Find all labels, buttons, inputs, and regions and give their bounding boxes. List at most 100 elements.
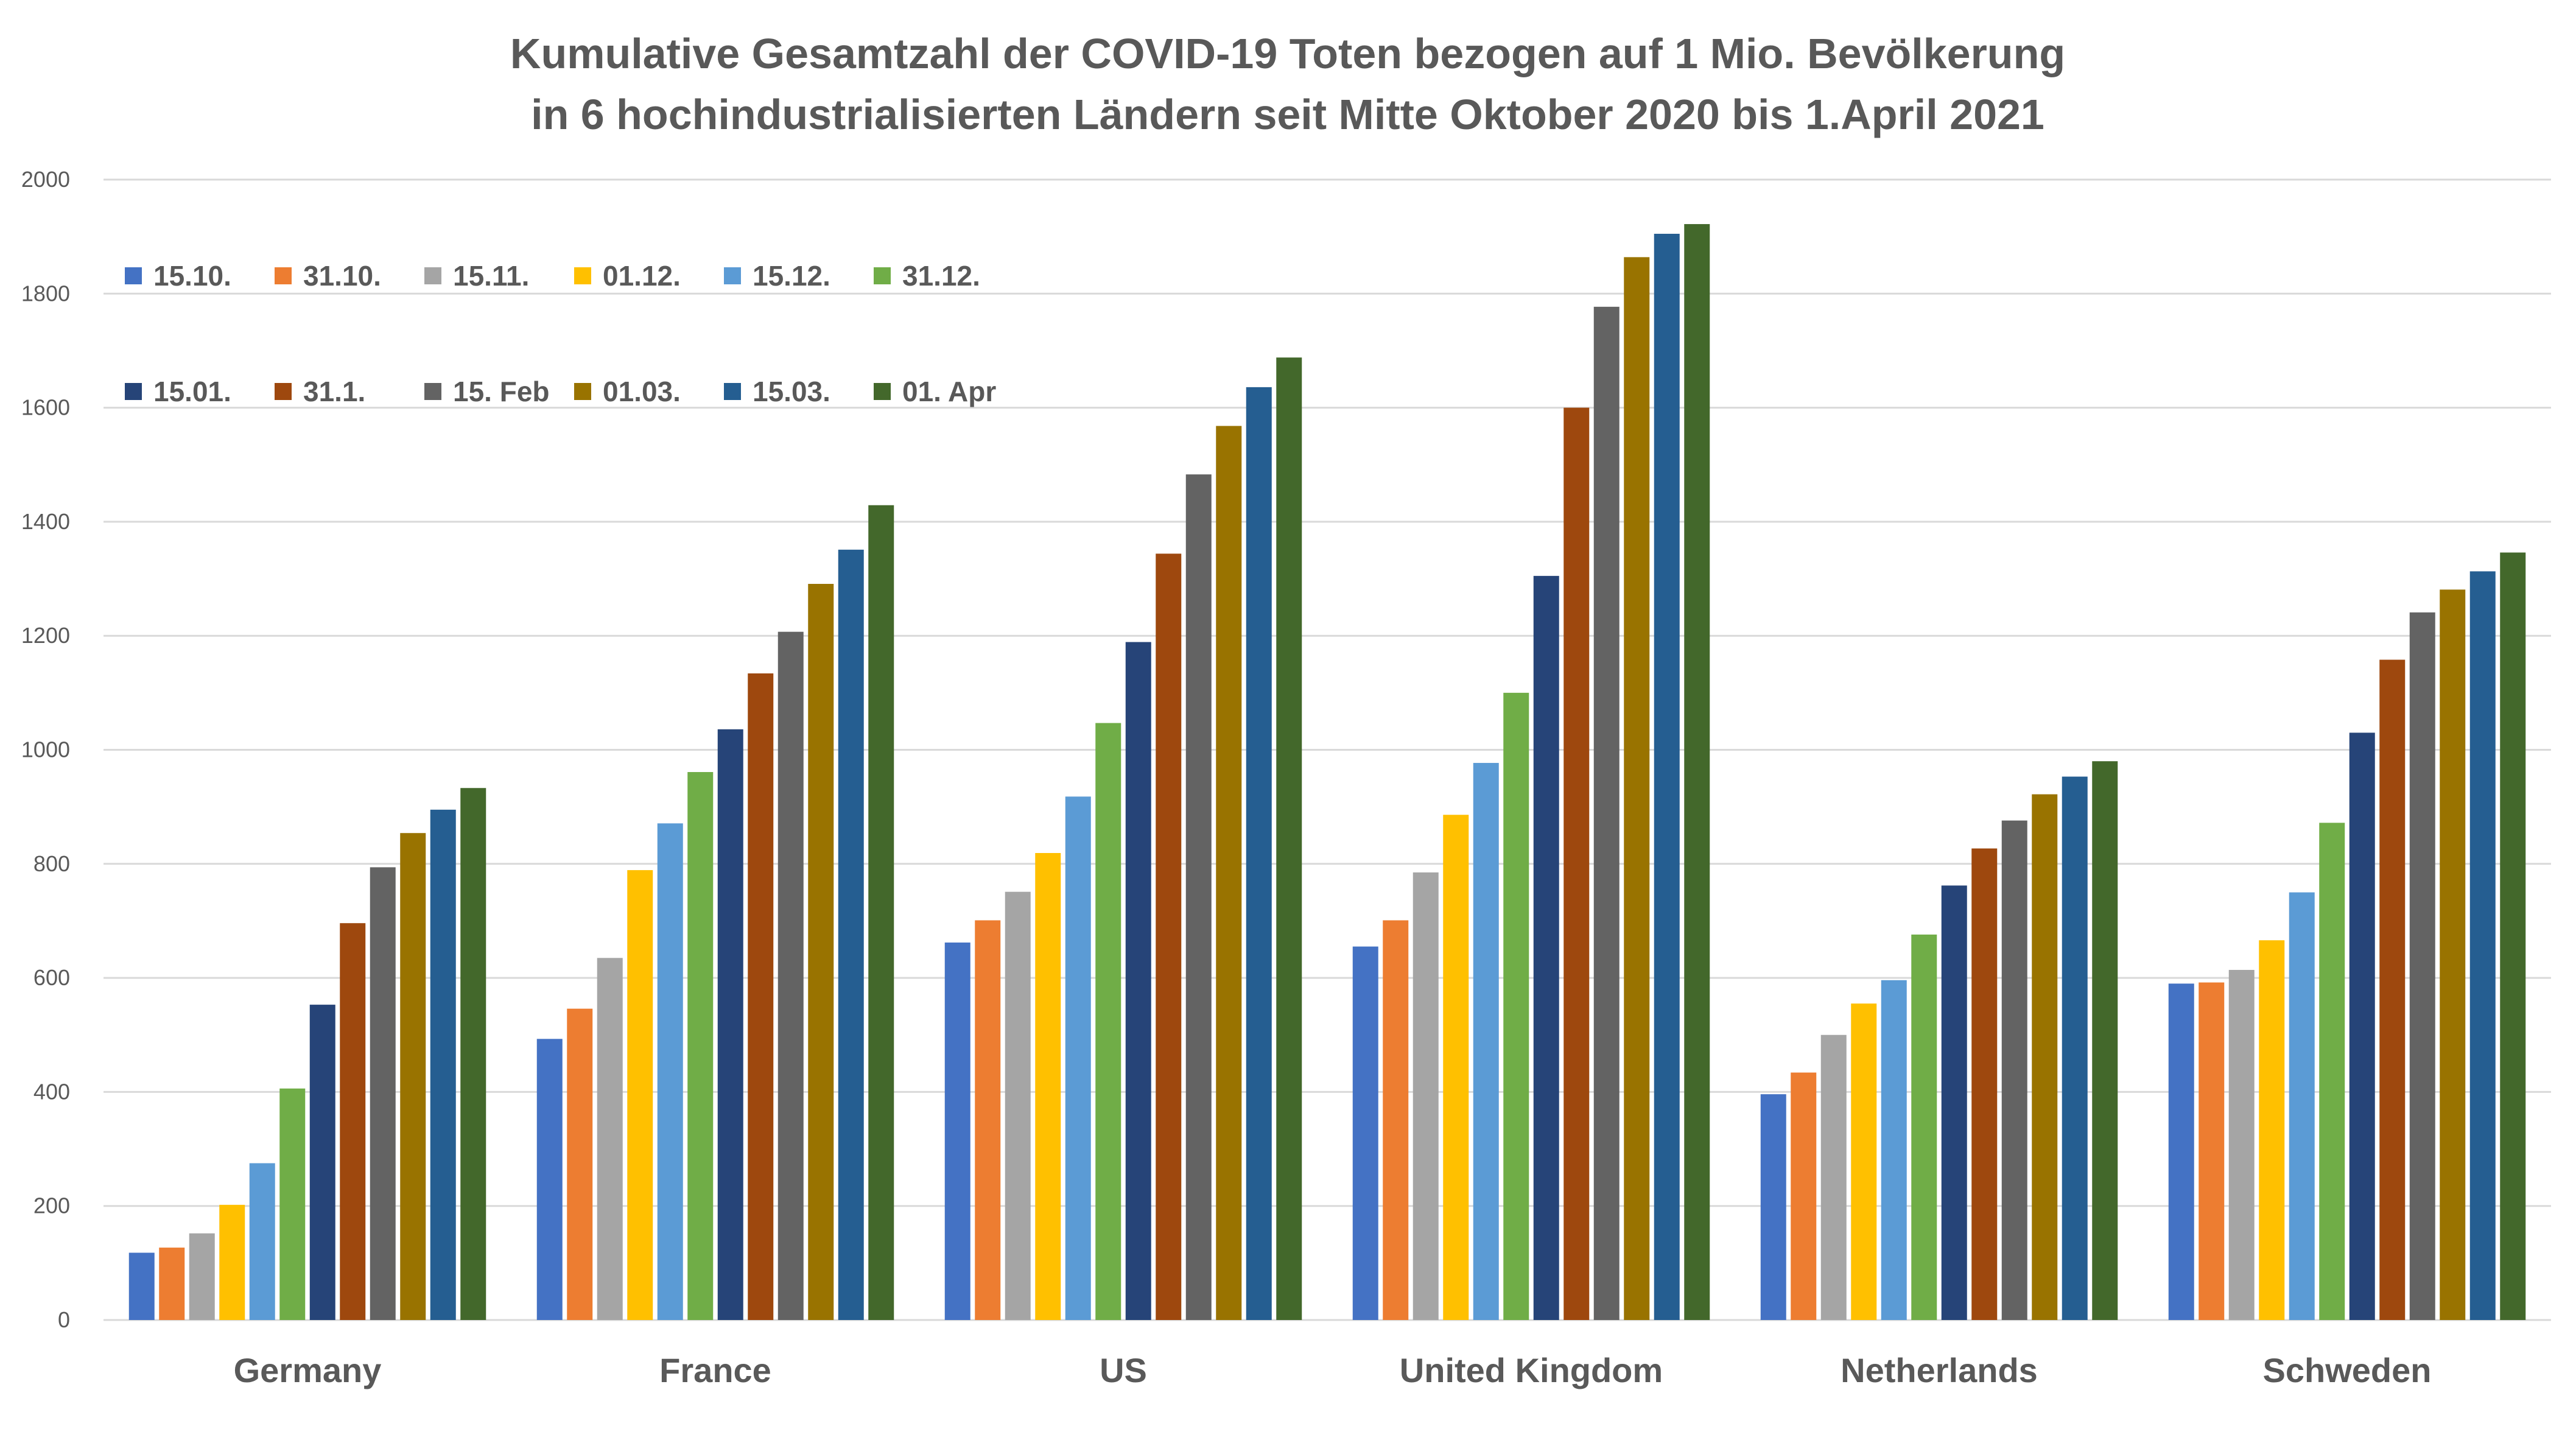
bar xyxy=(189,1233,215,1320)
bar xyxy=(1095,723,1121,1320)
bar xyxy=(657,823,683,1320)
y-tick-label: 1000 xyxy=(21,737,70,762)
gridlines xyxy=(104,178,2551,1321)
bar xyxy=(1593,306,1620,1321)
y-tick-label: 1800 xyxy=(21,281,70,306)
bar xyxy=(1246,387,1272,1320)
bar xyxy=(2228,969,2255,1320)
bar xyxy=(1125,642,1151,1320)
bar xyxy=(1881,980,1907,1320)
bar xyxy=(2199,982,2225,1320)
bar xyxy=(2032,794,2058,1320)
bar xyxy=(2469,571,2496,1320)
legend-swatch xyxy=(424,383,441,400)
bar xyxy=(975,920,1001,1320)
bar xyxy=(1383,920,1409,1320)
bar xyxy=(249,1163,275,1320)
legend-label: 01.12. xyxy=(603,260,681,292)
bar xyxy=(567,1008,593,1320)
bar xyxy=(1276,357,1302,1320)
bar xyxy=(2259,940,2285,1320)
bar xyxy=(2001,820,2027,1320)
bar xyxy=(1654,233,1680,1320)
y-tick-label: 200 xyxy=(33,1193,70,1218)
bar xyxy=(1760,1094,1786,1320)
bar xyxy=(717,729,743,1320)
bar xyxy=(536,1039,563,1320)
bar xyxy=(430,809,456,1320)
y-tick-label: 1600 xyxy=(21,395,70,420)
bar xyxy=(748,673,774,1320)
legend-label: 01.03. xyxy=(603,376,681,407)
bar xyxy=(2168,983,2194,1320)
bar xyxy=(1533,575,1559,1321)
x-category-label: Netherlands xyxy=(1841,1351,2038,1389)
legend-swatch xyxy=(874,267,891,284)
bar xyxy=(1185,474,1212,1321)
bar xyxy=(2440,589,2466,1320)
bar xyxy=(597,958,623,1320)
bar xyxy=(219,1204,245,1320)
bar xyxy=(128,1252,155,1320)
legend-swatch xyxy=(275,267,292,284)
legend-label: 15.12. xyxy=(753,260,830,292)
bar xyxy=(944,943,970,1320)
bar xyxy=(340,923,366,1320)
bar xyxy=(2409,612,2435,1321)
bar xyxy=(400,833,426,1320)
legend-label: 15.01. xyxy=(153,376,231,407)
bar xyxy=(2379,659,2406,1320)
bar xyxy=(808,583,834,1320)
bar xyxy=(1413,872,1439,1320)
bar xyxy=(1971,848,1998,1320)
y-tick-label: 800 xyxy=(33,851,70,876)
bar xyxy=(2349,732,2375,1320)
bar xyxy=(2092,761,2118,1320)
legend-swatch xyxy=(275,383,292,400)
bar xyxy=(460,788,486,1320)
bar xyxy=(159,1248,185,1320)
legend-label: 15.10. xyxy=(153,260,231,292)
legend-swatch xyxy=(574,267,591,284)
y-tick-label: 0 xyxy=(58,1307,70,1332)
legend-swatch xyxy=(874,383,891,400)
legend-swatch xyxy=(125,267,142,284)
legend: 15.10. 31.10. 15.11. 01.12. 15.12. 31.12. 15.0… xyxy=(125,260,996,407)
bar xyxy=(1473,763,1499,1320)
bar xyxy=(1352,946,1378,1320)
x-category-label: United Kingdom xyxy=(1400,1351,1663,1389)
x-category-label: US xyxy=(1100,1351,1147,1389)
y-tick-label: 400 xyxy=(33,1079,70,1104)
bar xyxy=(1216,426,1242,1320)
legend-label: 15.03. xyxy=(753,376,830,407)
chart-subtitle: in 6 hochindustrialisierten Ländern seit… xyxy=(531,91,2044,138)
bar xyxy=(1065,796,1091,1320)
bar xyxy=(868,505,894,1321)
legend-swatch xyxy=(724,267,741,284)
bar xyxy=(1624,257,1650,1320)
bar xyxy=(1005,891,1031,1320)
bar xyxy=(1911,934,1937,1320)
x-category-label: France xyxy=(659,1351,771,1389)
bar xyxy=(627,870,653,1320)
x-axis-category-labels: Germany France US United Kingdom Netherlands… xyxy=(234,1351,2432,1389)
bar xyxy=(1156,553,1182,1320)
y-tick-label: 600 xyxy=(33,965,70,990)
legend-label: 31.1. xyxy=(303,376,365,407)
bar xyxy=(838,549,864,1320)
y-tick-label: 1400 xyxy=(21,509,70,534)
bar xyxy=(370,867,396,1320)
chart-title: Kumulative Gesamtzahl der COVID-19 Toten… xyxy=(510,30,2065,77)
y-tick-label: 1200 xyxy=(21,623,70,648)
legend-label: 15.11. xyxy=(453,260,529,292)
y-axis-tick-labels: 0 200 400 600 800 1000 1200 1400 1600 1800 2000 xyxy=(21,167,70,1332)
legend-swatch xyxy=(724,383,741,400)
bar xyxy=(1035,853,1061,1320)
bar xyxy=(1820,1034,1847,1320)
bar xyxy=(1791,1072,1817,1320)
bar xyxy=(777,631,804,1320)
legend-label: 31.12. xyxy=(902,260,980,292)
legend-swatch xyxy=(574,383,591,400)
bar xyxy=(1684,224,1710,1320)
